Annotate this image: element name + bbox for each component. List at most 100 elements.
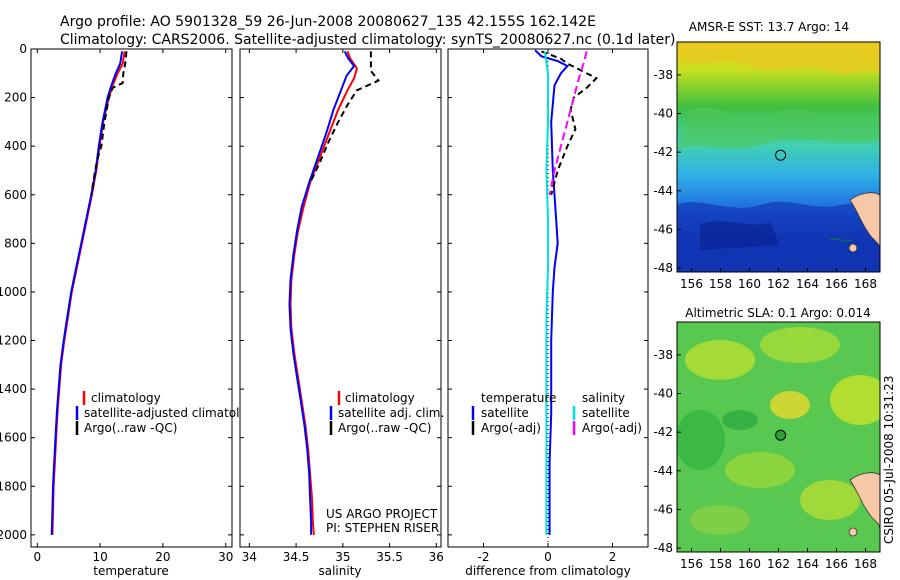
y-tick-label: 1800 bbox=[0, 479, 27, 493]
x-tick-label: 0 bbox=[33, 550, 41, 564]
map-x-tick-label: 168 bbox=[854, 277, 877, 291]
x-tick-label: 36 bbox=[429, 550, 444, 564]
map-x-tick-label: 156 bbox=[680, 277, 703, 291]
map-x-tick-label: 164 bbox=[796, 557, 819, 571]
difference-xlabel: difference from climatology bbox=[465, 564, 631, 578]
series-line bbox=[50, 51, 124, 535]
sla-map-panel: Altimetric SLA: 0.1 Argo: 0.014 156 158 16… bbox=[653, 306, 881, 571]
temperature-ticks: 0 10 20 30 0 200 400 600 800 1000 1200 1400 1600 1800… bbox=[0, 42, 233, 564]
map-y-tick-label: -42 bbox=[653, 145, 673, 159]
difference-ticks: -2 0 2 bbox=[448, 48, 648, 564]
sst-map-title: AMSR-E SST: 13.7 Argo: 14 bbox=[689, 20, 849, 34]
salinity-series bbox=[288, 50, 380, 535]
salinity-axes-box bbox=[239, 48, 442, 548]
map-x-tick-label: 156 bbox=[680, 557, 703, 571]
series-line bbox=[309, 51, 380, 184]
temperature-xlabel: temperature bbox=[93, 564, 168, 578]
sst-map-panel: AMSR-E SST: 13.7 Argo: 14 156 158 160 162 16… bbox=[653, 20, 881, 291]
legend-label-satellite: satellite adj. clim. bbox=[338, 406, 444, 420]
csiro-credit: CSIRO 05-Jul-2008 10:31:23 bbox=[882, 376, 896, 544]
y-tick-label: 600 bbox=[4, 188, 27, 202]
map-x-tick-label: 158 bbox=[709, 557, 732, 571]
y-tick-label: 1200 bbox=[0, 334, 27, 348]
sst-land-patch bbox=[849, 192, 880, 251]
legend-label-climatology: climatology bbox=[345, 391, 415, 405]
legend-label-temp-satellite: satellite bbox=[481, 406, 529, 420]
figure-title-line1: Argo profile: AO 5901328_59 26-Jun-2008 … bbox=[60, 14, 596, 30]
sst-map-field bbox=[677, 42, 880, 272]
series-line bbox=[90, 51, 128, 195]
map-y-tick-label: -40 bbox=[653, 387, 673, 401]
map-y-tick-label: -48 bbox=[653, 541, 673, 555]
series-line bbox=[288, 50, 356, 535]
argo-location-marker bbox=[775, 149, 787, 161]
x-tick-label: 34.5 bbox=[283, 550, 310, 564]
legend-label-sal-argo: Argo(-adj) bbox=[582, 421, 642, 435]
y-tick-label: 400 bbox=[4, 139, 27, 153]
legend-label-satellite: satellite-adjusted climatology bbox=[84, 406, 262, 420]
map-x-tick-label: 164 bbox=[796, 277, 819, 291]
temperature-legend: climatology satellite-adjusted climatolo… bbox=[75, 391, 262, 435]
legend-label-sal-satellite: satellite bbox=[582, 406, 630, 420]
pi-label: PI: STEPHEN RISER bbox=[326, 521, 439, 535]
series-line bbox=[534, 49, 570, 535]
map-y-tick-label: -48 bbox=[653, 261, 673, 275]
y-tick-label: 2000 bbox=[0, 528, 27, 542]
difference-legend: temperature satellite Argo(-adj) salinit… bbox=[471, 391, 642, 435]
legend-header-temperature: temperature bbox=[481, 391, 556, 405]
y-tick-label: 1600 bbox=[0, 431, 27, 445]
map-x-tick-label: 166 bbox=[825, 557, 848, 571]
temperature-panel: 0 10 20 30 0 200 400 600 800 1000 1200 1400 1600 1800… bbox=[0, 42, 262, 578]
legend-label-argo: Argo(..raw -QC) bbox=[84, 421, 177, 435]
x-tick-label: -2 bbox=[477, 550, 489, 564]
x-tick-label: 10 bbox=[92, 550, 107, 564]
map-y-tick-label: -38 bbox=[653, 348, 673, 362]
temperature-axes-box bbox=[30, 48, 233, 548]
x-tick-label: 30 bbox=[218, 550, 233, 564]
map-x-tick-label: 162 bbox=[767, 557, 790, 571]
sla-map-ticks: 156 158 160 162 164 166 168 -38 -40 -42 -44 -46 -48 bbox=[653, 348, 877, 571]
map-x-tick-label: 162 bbox=[767, 277, 790, 291]
x-tick-label: 35.5 bbox=[376, 550, 403, 564]
legend-label-climatology: climatology bbox=[91, 391, 161, 405]
series-line bbox=[543, 51, 549, 535]
legend-header-salinity: salinity bbox=[582, 391, 625, 405]
difference-panel: -2 0 2 difference from climatology tempera… bbox=[447, 48, 649, 578]
sla-land-patch bbox=[849, 472, 880, 531]
y-tick-label: 1000 bbox=[0, 285, 27, 299]
salinity-panel: 34 34.5 35 35.5 36 salinity climatology sate… bbox=[239, 48, 444, 578]
salinity-xlabel: salinity bbox=[318, 564, 361, 578]
legend-label-temp-argo: Argo(-adj) bbox=[481, 421, 541, 435]
map-x-tick-label: 168 bbox=[854, 557, 877, 571]
map-x-tick-label: 160 bbox=[738, 557, 761, 571]
map-y-tick-label: -46 bbox=[653, 222, 673, 236]
legend-label-argo: Argo(..raw -QC) bbox=[338, 421, 431, 435]
x-tick-label: 35 bbox=[335, 550, 350, 564]
map-x-tick-label: 158 bbox=[709, 277, 732, 291]
x-tick-label: 20 bbox=[155, 550, 170, 564]
series-line bbox=[548, 51, 588, 195]
y-tick-label: 800 bbox=[4, 236, 27, 250]
map-y-tick-label: -40 bbox=[653, 107, 673, 121]
map-x-tick-label: 166 bbox=[825, 277, 848, 291]
salinity-ticks: 34 34.5 35 35.5 36 bbox=[240, 48, 444, 564]
y-tick-label: 0 bbox=[19, 42, 27, 56]
series-line bbox=[541, 50, 599, 196]
figure-title-line2: Climatology: CARS2006. Satellite-adjuste… bbox=[60, 32, 675, 48]
map-y-tick-label: -44 bbox=[653, 464, 673, 478]
y-tick-label: 200 bbox=[4, 91, 27, 105]
difference-series bbox=[534, 49, 599, 535]
sla-map-field bbox=[677, 322, 880, 552]
sla-map-title: Altimetric SLA: 0.1 Argo: 0.014 bbox=[685, 306, 870, 320]
x-tick-label: 34 bbox=[242, 550, 257, 564]
argo-location-marker bbox=[775, 429, 787, 441]
project-label: US ARGO PROJECT bbox=[326, 507, 438, 521]
x-tick-label: 0 bbox=[544, 550, 552, 564]
sst-map-ticks: 156 158 160 162 164 166 168 -38 -40 -42 -44 -46 -48 bbox=[653, 68, 877, 291]
x-tick-label: 2 bbox=[609, 550, 617, 564]
map-y-tick-label: -46 bbox=[653, 502, 673, 516]
map-y-tick-label: -38 bbox=[653, 68, 673, 82]
y-tick-label: 1400 bbox=[0, 382, 27, 396]
map-x-tick-label: 160 bbox=[738, 277, 761, 291]
